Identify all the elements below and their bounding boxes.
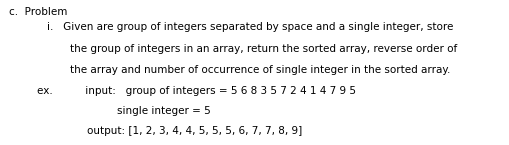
Text: output: [1, 2, 3, 4, 4, 5, 5, 5, 6, 7, 7, 8, 9]: output: [1, 2, 3, 4, 4, 5, 5, 5, 6, 7, 7… [87,126,301,136]
Text: single integer = 5: single integer = 5 [117,106,211,116]
Text: the group of integers in an array, return the sorted array, reverse order of: the group of integers in an array, retur… [70,44,457,54]
Text: c.  Problem: c. Problem [9,7,67,17]
Text: the array and number of occurrence of single integer in the sorted array.: the array and number of occurrence of si… [70,65,450,75]
Text: ex.          input:   group of integers = 5 6 8 3 5 7 2 4 1 4 7 9 5: ex. input: group of integers = 5 6 8 3 5… [37,86,355,96]
Text: i.   Given are group of integers separated by space and a single integer, store: i. Given are group of integers separated… [47,22,453,32]
